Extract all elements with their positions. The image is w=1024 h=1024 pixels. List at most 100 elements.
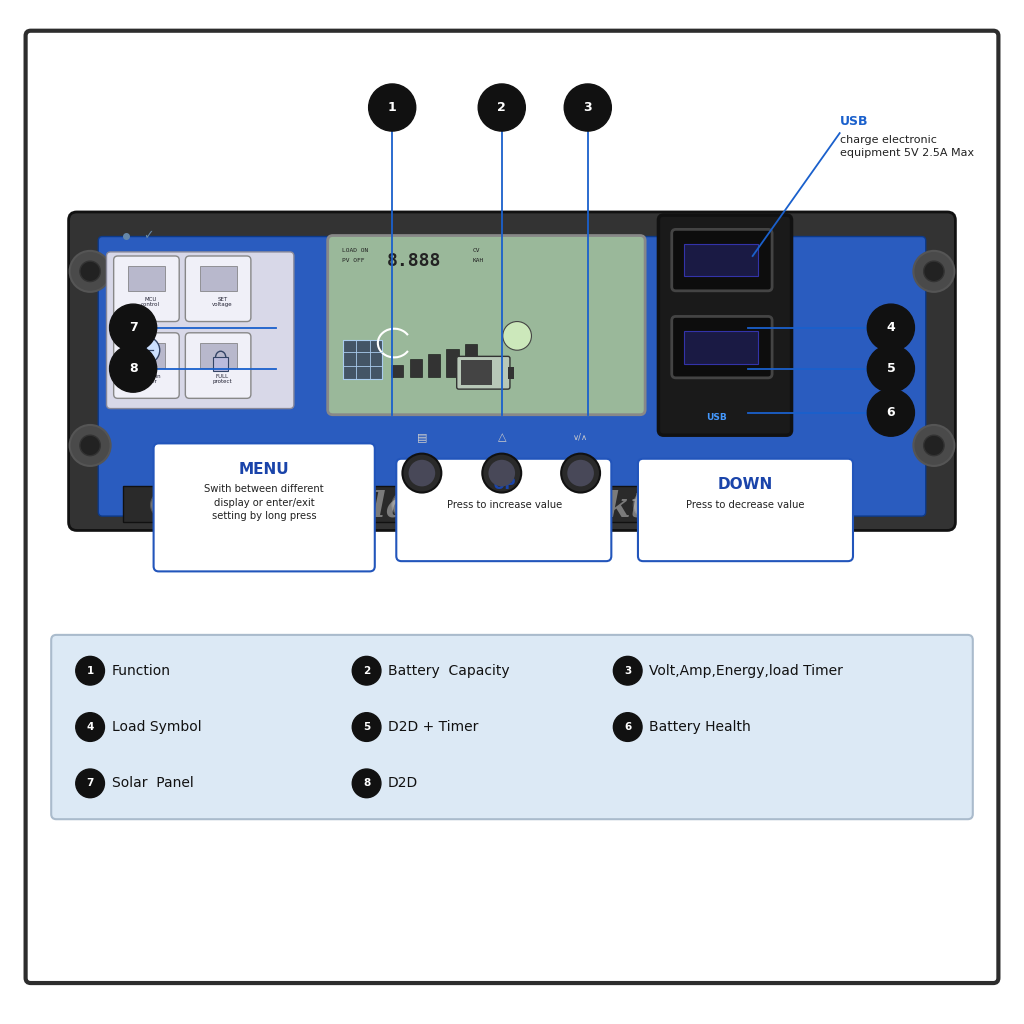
Text: CV: CV: [473, 248, 480, 253]
Bar: [461, 360, 492, 385]
Text: KAH: KAH: [473, 258, 484, 263]
Circle shape: [613, 656, 642, 685]
Bar: [343, 340, 382, 379]
Text: 2: 2: [498, 101, 506, 114]
FancyBboxPatch shape: [672, 229, 772, 291]
FancyBboxPatch shape: [672, 316, 772, 378]
Bar: [123, 486, 768, 522]
Text: 7: 7: [86, 778, 94, 788]
Text: Battery  Capacity: Battery Capacity: [388, 664, 510, 678]
Text: 5: 5: [362, 722, 371, 732]
Bar: [128, 343, 165, 368]
Bar: [391, 365, 403, 377]
Circle shape: [472, 492, 499, 518]
Text: Swith between different
display or enter/exit
setting by long press: Swith between different display or enter…: [205, 484, 324, 521]
Text: 4: 4: [86, 722, 94, 732]
Bar: [684, 244, 758, 276]
Text: MCU
control: MCU control: [141, 297, 160, 307]
Text: 8: 8: [129, 362, 137, 375]
Circle shape: [564, 84, 611, 131]
Text: 3: 3: [584, 101, 592, 114]
FancyBboxPatch shape: [328, 236, 645, 415]
Text: Press to increase value: Press to increase value: [447, 500, 562, 510]
Circle shape: [867, 389, 914, 436]
Text: 8.888: 8.888: [387, 252, 441, 270]
FancyBboxPatch shape: [638, 459, 853, 561]
Circle shape: [714, 492, 740, 518]
FancyBboxPatch shape: [106, 252, 294, 409]
Circle shape: [924, 435, 944, 456]
Circle shape: [352, 656, 381, 685]
Text: 6: 6: [624, 722, 632, 732]
Circle shape: [561, 454, 600, 493]
Circle shape: [924, 261, 944, 282]
Circle shape: [488, 460, 515, 486]
Circle shape: [231, 492, 258, 518]
Bar: [446, 349, 459, 377]
Text: 1: 1: [388, 101, 396, 114]
Circle shape: [352, 713, 381, 741]
FancyBboxPatch shape: [658, 215, 792, 435]
FancyBboxPatch shape: [51, 635, 973, 819]
Circle shape: [913, 425, 954, 466]
Circle shape: [369, 84, 416, 131]
Circle shape: [478, 84, 525, 131]
Text: Solar  Panel: Solar Panel: [112, 776, 194, 791]
Text: Battery Health: Battery Health: [649, 720, 751, 734]
Circle shape: [76, 713, 104, 741]
FancyBboxPatch shape: [26, 31, 998, 983]
Circle shape: [613, 713, 642, 741]
Text: 2: 2: [362, 666, 371, 676]
Circle shape: [133, 337, 160, 364]
FancyBboxPatch shape: [185, 333, 251, 398]
FancyBboxPatch shape: [114, 333, 179, 398]
FancyBboxPatch shape: [185, 256, 251, 322]
Bar: [410, 359, 422, 377]
Text: Volt,Amp,Energy,load Timer: Volt,Amp,Energy,load Timer: [649, 664, 843, 678]
Circle shape: [151, 492, 177, 518]
Circle shape: [76, 769, 104, 798]
Bar: [508, 367, 514, 379]
Text: FULL
protect: FULL protect: [212, 374, 232, 384]
Bar: [465, 344, 477, 377]
Circle shape: [110, 345, 157, 392]
Circle shape: [633, 492, 659, 518]
Text: LOAD ON: LOAD ON: [342, 248, 369, 253]
Circle shape: [867, 304, 914, 351]
Text: ▤: ▤: [417, 432, 427, 442]
Circle shape: [402, 454, 441, 493]
Text: 8: 8: [362, 778, 371, 788]
Circle shape: [409, 460, 435, 486]
Text: 4: 4: [887, 322, 895, 334]
Bar: [200, 343, 237, 368]
Bar: [200, 266, 237, 291]
FancyBboxPatch shape: [457, 356, 510, 389]
Text: USB: USB: [840, 115, 868, 128]
Circle shape: [80, 435, 100, 456]
Text: D2D: D2D: [388, 776, 419, 791]
Text: 5: 5: [887, 362, 895, 375]
Circle shape: [76, 656, 104, 685]
FancyBboxPatch shape: [154, 443, 375, 571]
Text: UP: UP: [494, 477, 516, 493]
Circle shape: [567, 460, 594, 486]
Circle shape: [352, 769, 381, 798]
Text: Load Symbol: Load Symbol: [112, 720, 202, 734]
FancyBboxPatch shape: [114, 256, 179, 322]
Bar: [684, 331, 758, 364]
Circle shape: [311, 492, 338, 518]
Text: 3: 3: [624, 666, 632, 676]
Circle shape: [70, 251, 111, 292]
Text: 1: 1: [86, 666, 94, 676]
Text: D2D + Timer: D2D + Timer: [388, 720, 478, 734]
Text: SET
voltage: SET voltage: [212, 297, 232, 307]
Circle shape: [503, 322, 531, 350]
Text: DOWN: DOWN: [718, 477, 773, 493]
Text: 7: 7: [129, 322, 137, 334]
Text: USB: USB: [707, 414, 727, 422]
Text: 6: 6: [887, 407, 895, 419]
Text: PV OFF: PV OFF: [342, 258, 365, 263]
Circle shape: [553, 492, 580, 518]
Circle shape: [392, 492, 419, 518]
Circle shape: [867, 345, 914, 392]
